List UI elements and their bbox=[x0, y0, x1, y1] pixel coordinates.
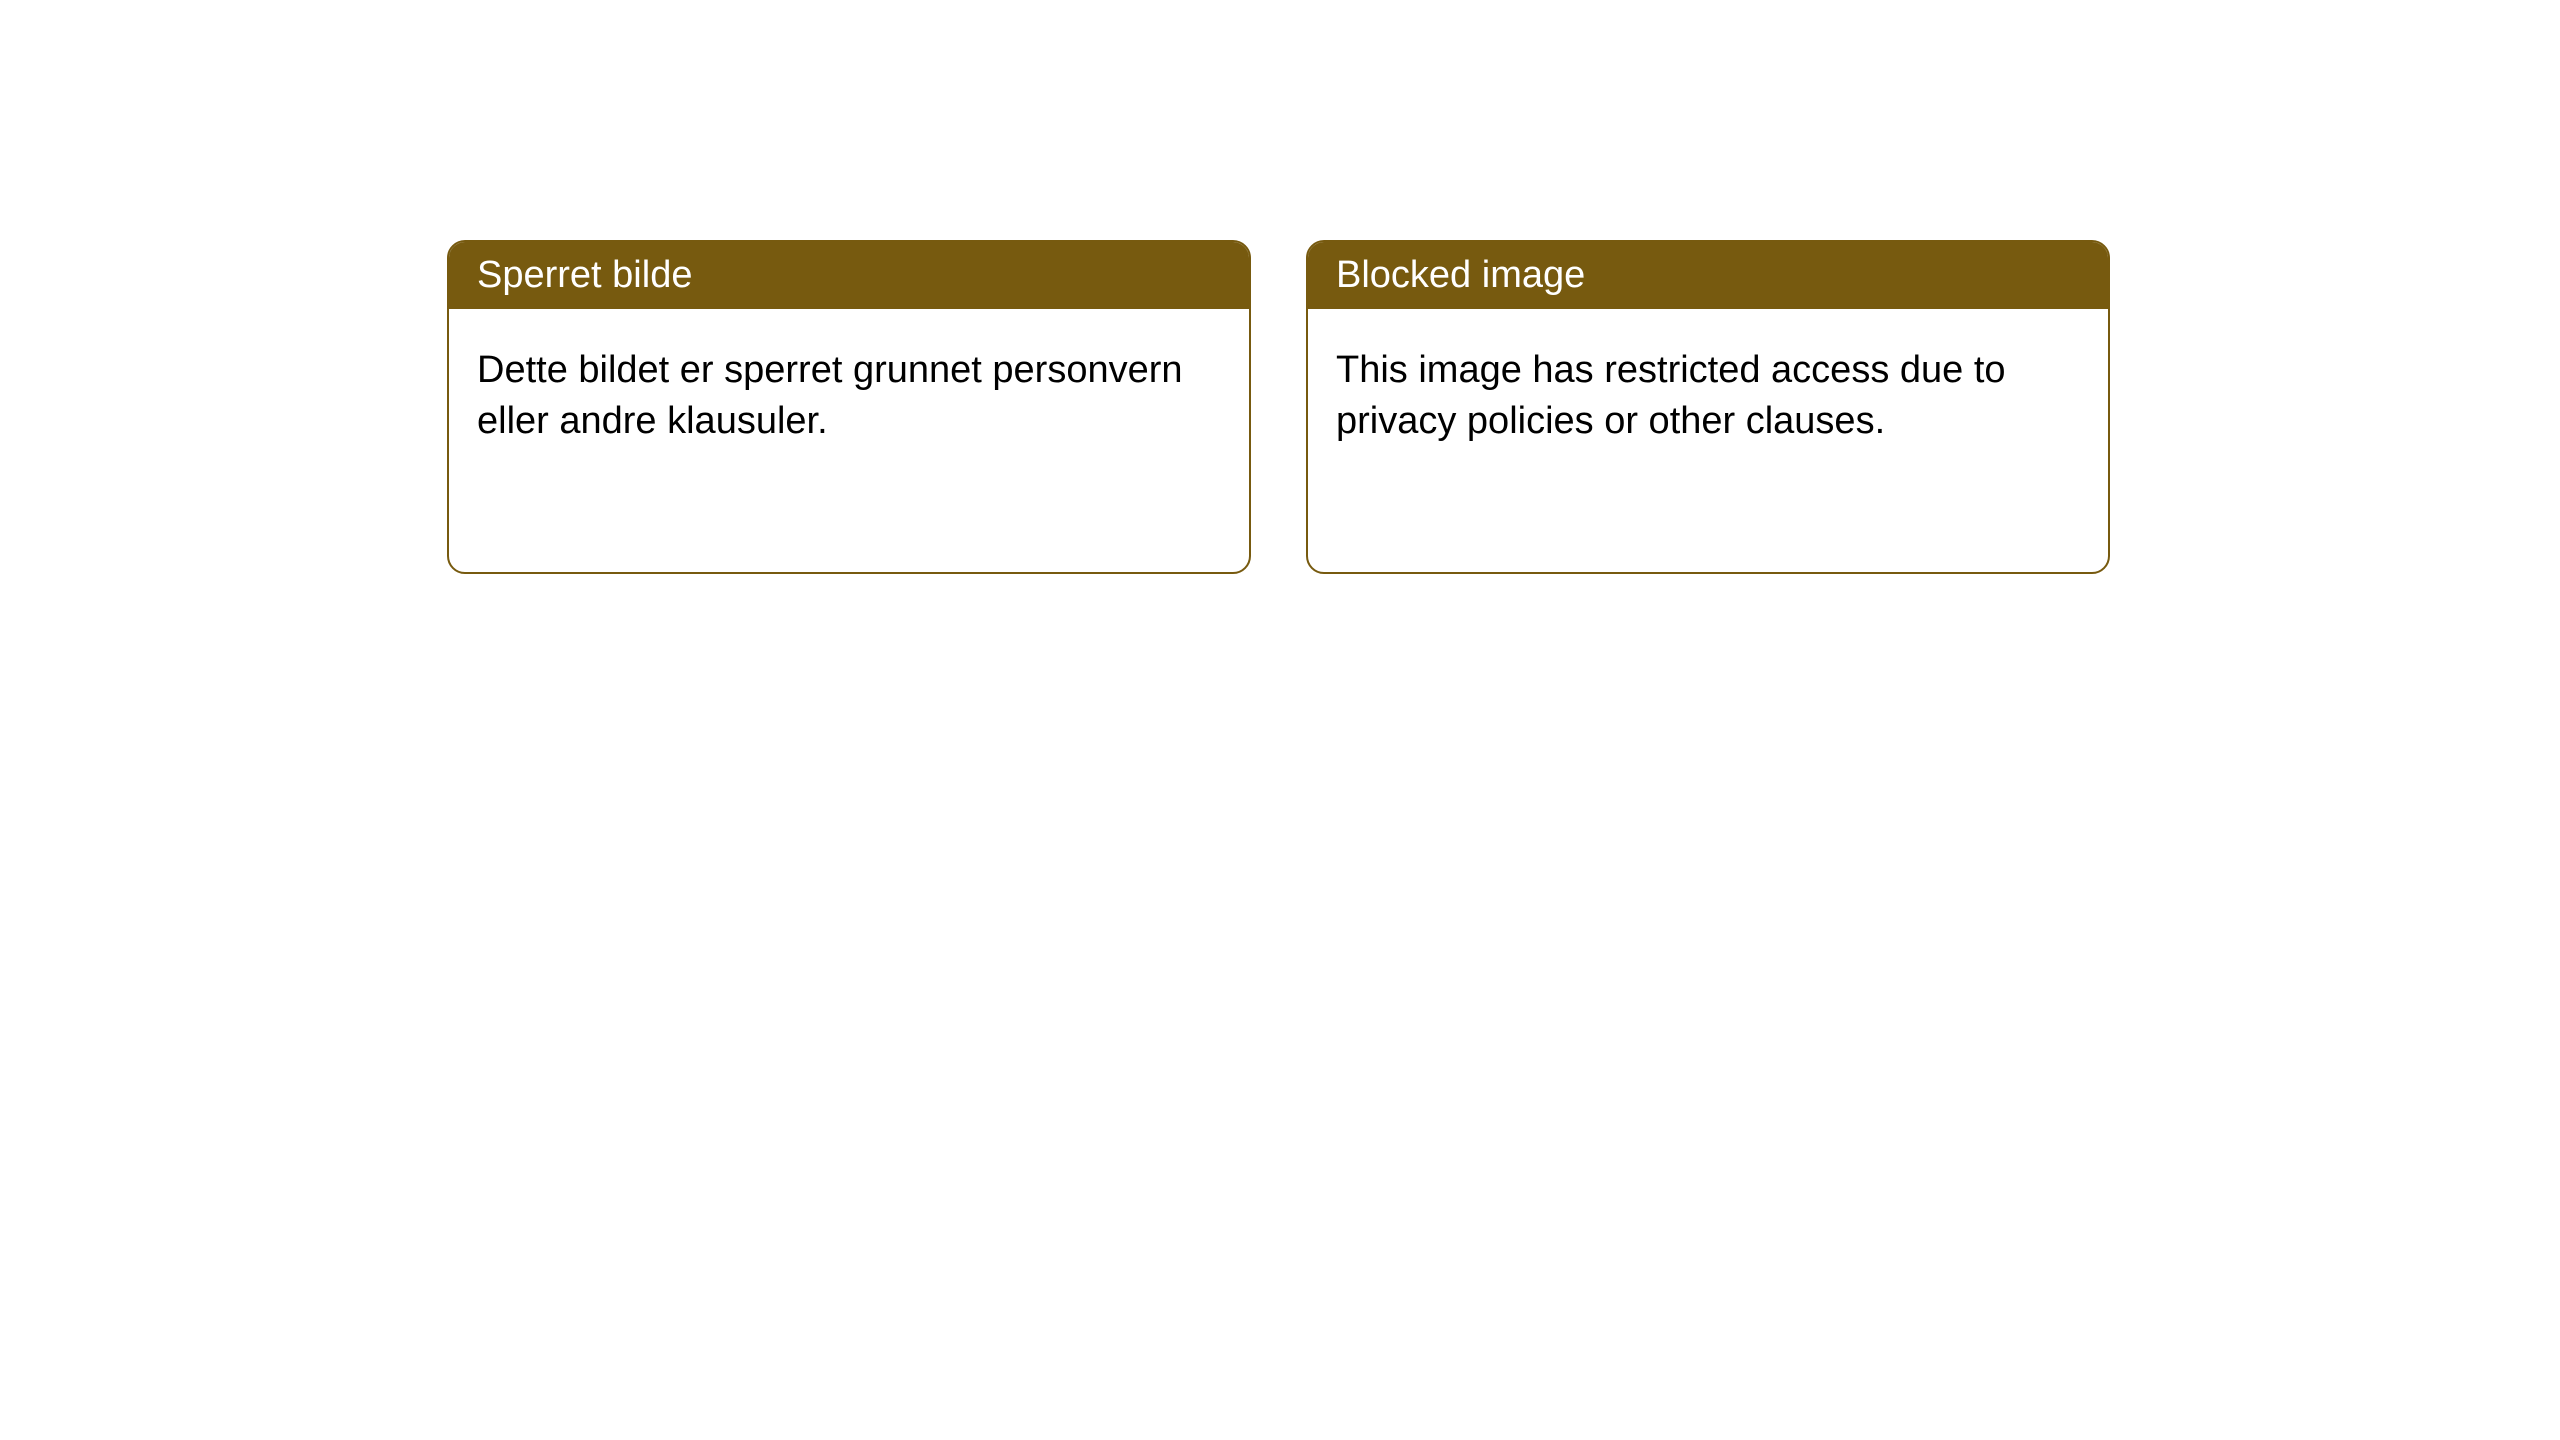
notice-text: This image has restricted access due to … bbox=[1336, 349, 2006, 442]
notice-card-english: Blocked image This image has restricted … bbox=[1306, 240, 2110, 574]
notice-text: Dette bildet er sperret grunnet personve… bbox=[477, 349, 1183, 442]
notice-header: Blocked image bbox=[1308, 242, 2108, 309]
notice-title: Sperret bilde bbox=[477, 254, 692, 296]
notice-card-norwegian: Sperret bilde Dette bildet er sperret gr… bbox=[447, 240, 1251, 574]
notice-container: Sperret bilde Dette bildet er sperret gr… bbox=[0, 0, 2560, 574]
notice-body: This image has restricted access due to … bbox=[1308, 309, 2108, 484]
notice-title: Blocked image bbox=[1336, 254, 1585, 296]
notice-body: Dette bildet er sperret grunnet personve… bbox=[449, 309, 1249, 484]
notice-header: Sperret bilde bbox=[449, 242, 1249, 309]
